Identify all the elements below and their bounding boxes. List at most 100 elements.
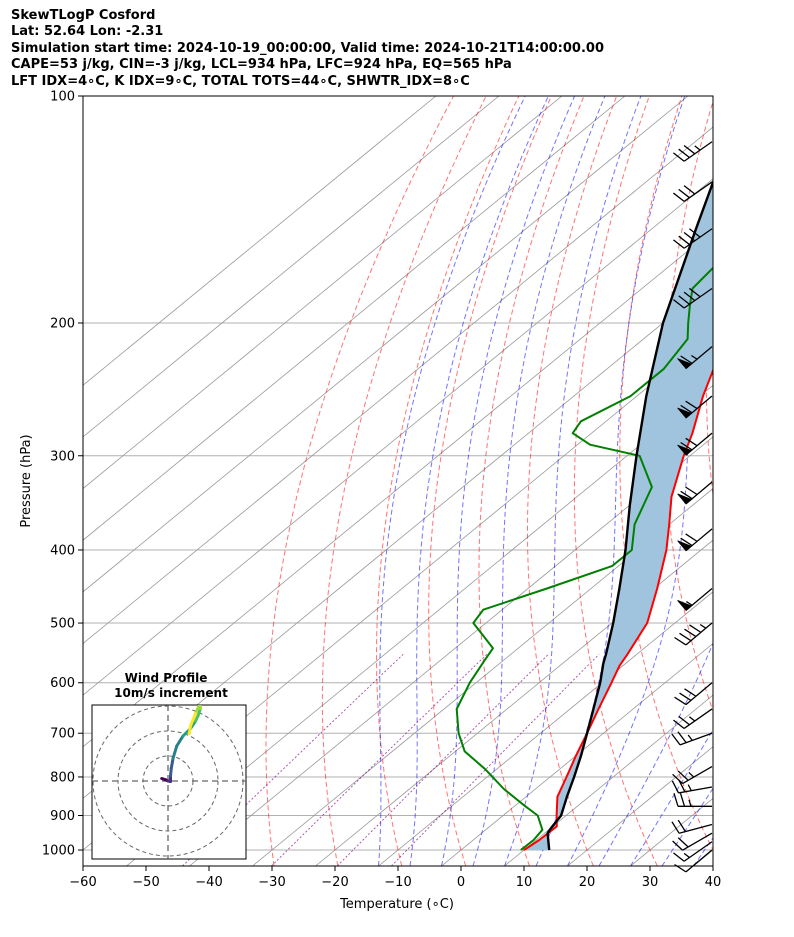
wind-barb	[677, 481, 713, 505]
y-tick-label: 800	[50, 770, 75, 785]
x-tick-label: −20	[321, 875, 348, 890]
wind-barb	[671, 779, 713, 794]
dry-adiabat	[428, 96, 552, 866]
hodograph-trace	[171, 744, 179, 760]
y-tick-label: 700	[50, 727, 75, 742]
hodograph-inset: Wind Profile 10m/s increment	[91, 671, 247, 860]
isotherm-line	[83, 96, 500, 438]
isotherm-line	[757, 96, 794, 866]
chart-title: SkewTLogP Cosford	[11, 8, 156, 23]
chart-header: SkewTLogP Cosford Lat: 52.64 Lon: -2.31 …	[11, 8, 604, 90]
wind-barb	[673, 181, 713, 202]
hodograph-trace	[175, 734, 185, 748]
y-tick-label: 1000	[42, 844, 75, 859]
wind-barb	[677, 432, 713, 456]
y-tick-label: 500	[50, 617, 75, 632]
isotherm-line	[83, 96, 563, 490]
x-tick-label: 20	[579, 875, 596, 890]
moist-adiabat	[598, 642, 713, 866]
x-tick-label: −30	[258, 875, 285, 890]
isotherm-line	[441, 642, 713, 866]
mixing-ratio-line	[391, 653, 600, 866]
moist-adiabat	[504, 96, 642, 866]
mixing-ratio-line	[271, 653, 488, 866]
wind-barb	[673, 708, 713, 729]
parcel-line	[546, 178, 713, 851]
mixing-ratio-line	[336, 653, 549, 866]
dry-adiabat	[705, 267, 713, 499]
dry-adiabat	[748, 96, 794, 866]
hodograph-trace	[187, 724, 192, 735]
y-tick-label: 600	[50, 676, 75, 691]
wind-barbs	[671, 141, 713, 873]
x-axis-title: Temperature (∘C)	[339, 897, 454, 912]
y-tick-label: 900	[50, 809, 75, 824]
wind-barb	[677, 346, 713, 370]
isotherm-line	[315, 539, 713, 866]
mixing-ratio-line	[182, 653, 404, 866]
x-tick-label: 40	[705, 875, 722, 890]
wind-barb	[674, 849, 713, 873]
hodograph-trace	[189, 712, 197, 728]
isotherm-line	[252, 488, 713, 866]
dry-adiabat	[527, 96, 618, 866]
wind-barb	[673, 141, 713, 162]
cape-line: CAPE=53 j/kg, CIN=-3 j/kg, LCL=934 hPa, …	[11, 57, 512, 73]
dry-adiabat	[321, 96, 487, 866]
moist-adiabat	[378, 96, 526, 866]
time-line: Simulation start time: 2024-10-19_00:00:…	[11, 40, 604, 56]
y-tick-label: 200	[50, 316, 75, 331]
index-line: LFT IDX=4∘C, K IDX=9∘C, TOTAL TOTS=44∘C,…	[11, 73, 470, 89]
wind-barb	[674, 682, 713, 706]
dry-adiabat	[663, 99, 713, 713]
wind-barb	[677, 528, 713, 552]
isotherm-line	[83, 96, 626, 541]
wind-barb	[673, 793, 712, 807]
isotherm-line	[126, 384, 713, 866]
isotherm-line	[83, 96, 437, 386]
y-axis-title: Pressure (hPa)	[19, 434, 34, 527]
isotherm-line	[83, 96, 689, 593]
x-tick-label: 30	[642, 875, 659, 890]
dry-adiabat	[619, 96, 713, 852]
wind-barb	[674, 622, 713, 646]
dry-adiabat	[265, 96, 454, 866]
moist-adiabat	[661, 787, 713, 866]
wind-barb	[673, 841, 713, 862]
moist-adiabat	[409, 96, 549, 866]
location-line: Lat: 52.64 Lon: -2.31	[11, 24, 164, 40]
sounding-profiles	[455, 178, 713, 851]
axes: −60 −50 −40 −30 −20 −10 0 10 20 30 40 1000 900 800 700…	[42, 90, 721, 891]
wind-barb	[673, 228, 713, 249]
hodograph-subtitle: 10m/s increment	[114, 686, 228, 700]
isotherm-line	[83, 178, 713, 696]
wind-barb	[671, 819, 713, 834]
x-tick-label: 0	[457, 875, 465, 890]
wind-barb	[672, 832, 713, 851]
wind-barb	[673, 287, 713, 309]
dry-adiabat	[788, 96, 794, 866]
wind-barb	[671, 731, 713, 746]
wind-barb	[672, 765, 713, 785]
hodograph-title: Wind Profile	[125, 671, 208, 685]
isotherm-line	[567, 746, 713, 866]
x-tick-label: −10	[384, 875, 411, 890]
temperature-line	[523, 367, 713, 851]
isotherm-line	[83, 126, 713, 644]
y-tick-label: 400	[50, 543, 75, 558]
wind-barb	[677, 395, 713, 419]
x-tick-label: −60	[69, 875, 96, 890]
y-tick-label: 100	[50, 90, 75, 105]
x-tick-label: 10	[516, 875, 533, 890]
cape-fill	[524, 182, 713, 850]
cape-area	[524, 182, 713, 850]
dry-adiabat	[573, 96, 658, 866]
x-tick-label: −50	[132, 875, 159, 890]
wind-barb	[677, 588, 713, 611]
x-tick-label: −40	[195, 875, 222, 890]
dry-adiabat	[478, 96, 585, 866]
isotherm-line	[504, 694, 713, 866]
y-tick-label: 300	[50, 449, 75, 464]
hodograph-trace	[169, 757, 175, 770]
